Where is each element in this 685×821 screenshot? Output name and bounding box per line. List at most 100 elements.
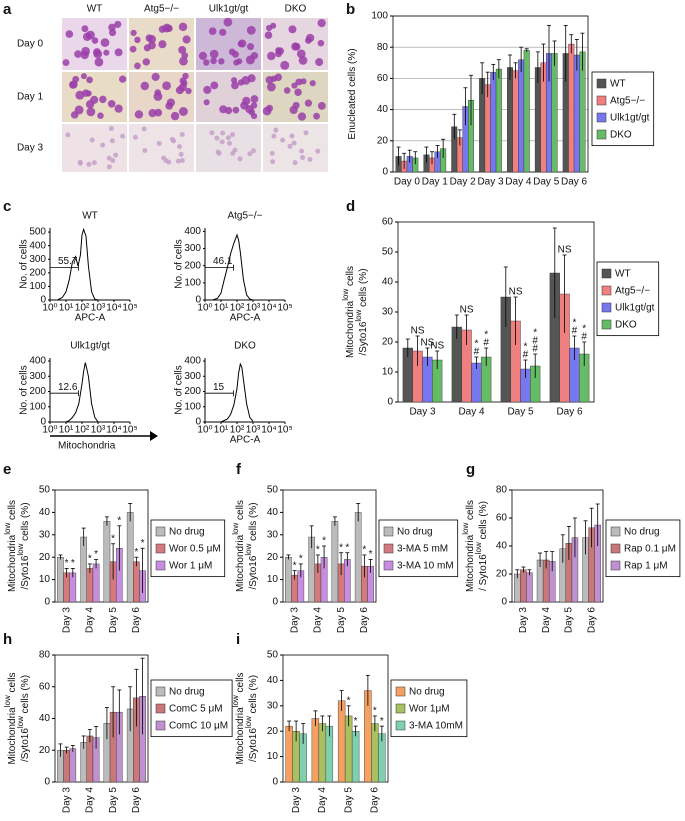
y-tick-label: 0 xyxy=(272,777,278,788)
x-axis-label: APC-A xyxy=(230,435,261,446)
annotation: * xyxy=(474,339,478,350)
y-tick-label: 40 xyxy=(267,507,279,518)
cell xyxy=(108,23,116,32)
legend-swatch xyxy=(610,560,621,571)
y-tick-label: 60 xyxy=(377,73,389,84)
cell xyxy=(307,156,313,162)
y-tick-label: 40 xyxy=(39,713,51,724)
histogram-curve xyxy=(65,362,99,423)
annotation: * xyxy=(345,542,349,553)
cell xyxy=(287,143,293,149)
cell xyxy=(292,101,300,109)
legend-box xyxy=(150,519,226,578)
y-axis-label: /Syto16low cells (%) xyxy=(244,502,259,589)
y-tick-label: 10 xyxy=(382,367,394,378)
cell xyxy=(203,59,210,66)
cell xyxy=(280,60,290,70)
annotation: * xyxy=(117,515,121,526)
y-tick-label: 20 xyxy=(382,337,394,348)
y-axis-label-part: low xyxy=(231,695,240,707)
annotation: NS xyxy=(509,287,523,298)
bar xyxy=(103,521,111,603)
y-tick-label: 0 xyxy=(195,417,201,428)
y-axis-label-part: cells (%) xyxy=(358,268,369,309)
cell xyxy=(178,151,184,157)
cell xyxy=(81,46,91,56)
cell xyxy=(315,58,324,67)
legend-label: Wor 1μM xyxy=(409,704,450,715)
x-tick-label: 10⁰ xyxy=(197,303,212,314)
x-axis-label: APC-A xyxy=(230,313,261,324)
cell xyxy=(134,62,141,70)
y-tick-label: 500 xyxy=(29,227,46,238)
y-tick-label: 300 xyxy=(184,371,201,382)
panel-label: i xyxy=(236,631,240,648)
x-tick-label: Day 4 xyxy=(313,607,324,634)
histogram-curve xyxy=(220,362,254,423)
y-tick-label: 0 xyxy=(501,597,507,608)
legend-swatch xyxy=(596,78,607,89)
cell xyxy=(91,37,99,44)
caption-arrowhead xyxy=(150,431,158,441)
y-axis-label-part: low xyxy=(244,716,253,728)
plot-frame xyxy=(282,654,389,783)
cell xyxy=(223,17,233,27)
y-axis-label-part: Mitochondria xyxy=(235,534,246,592)
x-tick-label: 10³ xyxy=(246,425,261,436)
cell xyxy=(208,27,217,36)
y-axis-label-part: low xyxy=(16,716,25,728)
legend-swatch xyxy=(601,285,612,296)
cell xyxy=(230,150,236,156)
annotation: # xyxy=(532,344,538,355)
legend-swatch xyxy=(155,526,166,537)
y-axis-label: /Syto16low cells (%) xyxy=(16,502,31,589)
annotation: * xyxy=(111,533,115,544)
y-tick-label: 40 xyxy=(267,675,279,686)
cell xyxy=(93,49,103,59)
annotation: # xyxy=(572,326,578,337)
bar xyxy=(573,54,580,173)
cell xyxy=(143,44,151,52)
cell xyxy=(303,130,309,136)
flow-title: DKO xyxy=(234,341,256,352)
x-tick-label: Day 5 xyxy=(343,787,354,814)
y-axis-label-part: /Syto16 xyxy=(248,728,259,762)
y-tick-label: 10 xyxy=(267,751,279,762)
bar xyxy=(568,43,575,173)
x-tick-label: 10⁰ xyxy=(42,425,57,436)
x-tick-label: 10⁴ xyxy=(261,303,276,314)
y-axis-label-part: cells xyxy=(345,266,356,289)
cell xyxy=(175,86,184,95)
cell xyxy=(80,73,87,80)
legend-label: ComC 5 μM xyxy=(169,704,223,715)
legend: No drug Wor 0.5 μM Wor 1 μM xyxy=(155,526,221,572)
annotation: # xyxy=(532,336,538,347)
x-tick-label: Day 5 xyxy=(533,177,560,188)
y-tick-label: 20 xyxy=(267,552,279,563)
column-label: Ulk1gt/gt xyxy=(209,4,249,15)
cell xyxy=(300,78,307,85)
annotation: * xyxy=(299,554,303,565)
annotation: * xyxy=(71,558,75,569)
cell xyxy=(177,144,183,150)
annotation: * xyxy=(94,549,98,560)
x-tick-label: 10² xyxy=(75,303,90,314)
legend-swatch xyxy=(596,112,607,123)
legend-swatch xyxy=(601,302,612,313)
panel-label: c xyxy=(3,198,11,215)
cell xyxy=(230,131,236,137)
x-tick-label: Day 3 xyxy=(61,607,72,634)
gate-label: 46.1 xyxy=(213,256,233,267)
x-tick-label: 10¹ xyxy=(59,303,74,314)
cell xyxy=(103,49,110,56)
cell xyxy=(225,135,231,141)
cell xyxy=(236,58,243,65)
cell xyxy=(203,99,210,106)
row-label: Day 3 xyxy=(17,143,44,154)
plot-frame xyxy=(54,654,149,783)
cell xyxy=(91,160,97,166)
legend-label: Ulk1gt/gt xyxy=(615,303,655,314)
y-tick-label: 30 xyxy=(267,529,279,540)
annotation: * xyxy=(362,545,366,556)
x-tick-label: Day 4 xyxy=(85,607,96,634)
